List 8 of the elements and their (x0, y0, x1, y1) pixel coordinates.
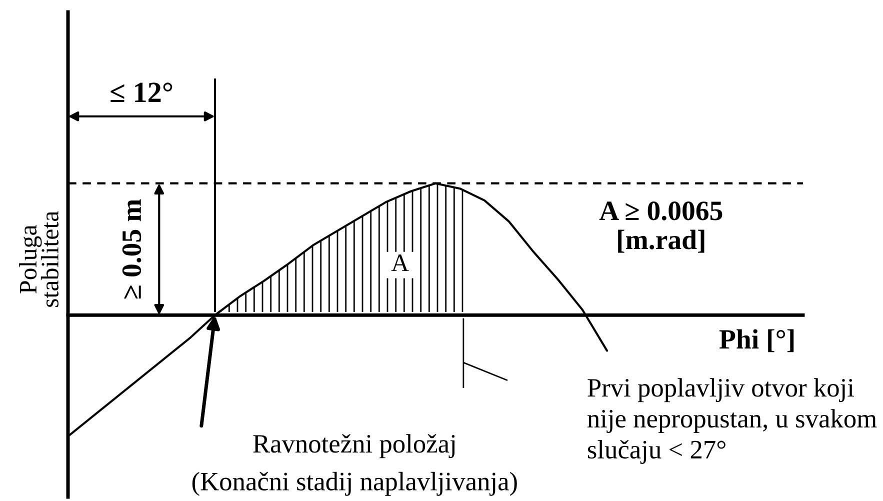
y-axis-title: Poluga stabiliteta (19, 211, 59, 307)
text: ≤ 12° (110, 82, 172, 102)
legend-label: ≥ 0.05 m (122, 199, 142, 299)
annotation: A ≥ 0.0065 [m.rad] (599, 202, 722, 253)
annotation: Prvi poplavljiv otvor koji nije nepropustan, u svakom slučaju < 27° (588, 378, 877, 464)
annotation: Ravnotežni položaj (Konačni stadij naplavljivanja) (192, 434, 517, 496)
annotation: A (391, 254, 409, 272)
x-axis-title: Phi [°] (719, 329, 794, 352)
